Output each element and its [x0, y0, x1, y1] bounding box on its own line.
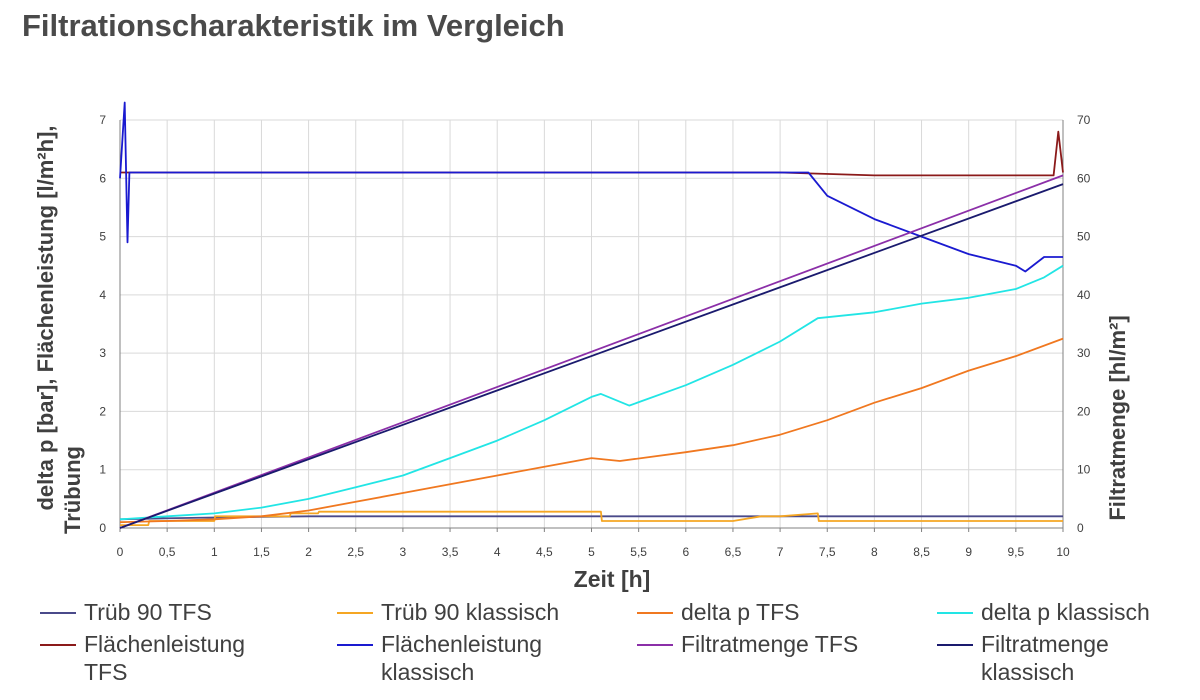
series-lines [119, 101, 1064, 529]
y-tick-left-label: 3 [99, 346, 106, 360]
legend-swatch [637, 612, 673, 614]
legend-label: Flächenleistung TFS [84, 631, 246, 685]
grid [119, 119, 1064, 529]
y-tick-right-label: 60 [1077, 171, 1091, 185]
x-tick-label: 5 [588, 545, 595, 559]
x-tick-label: 2 [305, 545, 312, 559]
legend-swatch [637, 644, 673, 646]
y-tick-right-label: 50 [1077, 230, 1091, 244]
y-tick-left-label: 5 [99, 230, 106, 244]
legend-swatch [40, 612, 76, 614]
series-line-trüb-90-tfs [119, 515, 1063, 521]
y-tick-left-label: 1 [99, 463, 106, 477]
legend-item: delta p klassisch [937, 598, 1181, 626]
chart-title: Filtrationscharakteristik im Vergleich [22, 8, 565, 43]
series-line-delta-p-tfs [119, 337, 1064, 524]
x-tick-label: 0 [117, 545, 124, 559]
legend-label: Filtratmenge TFS [681, 631, 859, 657]
x-tick-label: 1,5 [253, 545, 270, 559]
x-tick-label: 4 [494, 545, 501, 559]
y-tick-left-label: 0 [99, 521, 106, 535]
y-tick-right-label: 20 [1077, 404, 1091, 418]
x-tick-label: 3,5 [442, 545, 459, 559]
x-tick-label: 8,5 [913, 545, 930, 559]
x-tick-label: 7,5 [819, 545, 836, 559]
legend-item: Trüb 90 TFS [40, 598, 284, 626]
x-tick-label: 6,5 [725, 545, 742, 559]
legend-label: Filtratmenge klassisch [981, 631, 1109, 685]
y-axis-left-label-line2: Trübung [60, 446, 85, 534]
legend-item: Filtratmenge TFS [637, 630, 881, 658]
y-axis-right-label: Filtratmenge [hl/m²] [1105, 315, 1130, 520]
series-line-delta-p-klassisch [119, 264, 1064, 521]
x-tick-label: 9 [965, 545, 972, 559]
x-axis-label: Zeit [h] [574, 566, 651, 592]
legend-label: delta p klassisch [981, 599, 1150, 625]
x-tick-label: 3 [400, 545, 407, 559]
series-line-filtratmenge-klassisch [119, 183, 1064, 529]
y-tick-right-label: 30 [1077, 346, 1091, 360]
legend-item: Flächenleistung TFS [40, 630, 284, 686]
x-tick-label: 9,5 [1008, 545, 1025, 559]
y-tick-right-label: 70 [1077, 113, 1091, 127]
x-tick-label: 8 [871, 545, 878, 559]
legend-label: Trüb 90 klassisch [381, 599, 560, 625]
x-tick-label: 0,5 [159, 545, 176, 559]
series-line-trüb-90-klassisch [120, 510, 1063, 526]
legend-label: delta p TFS [681, 599, 800, 625]
legend-item: delta p TFS [637, 598, 881, 626]
legend: Trüb 90 TFS Trüb 90 klassisch delta p TFS d… [40, 598, 1190, 698]
legend-item: Trüb 90 klassisch [337, 598, 581, 626]
legend-label: Flächenleistung klassisch [381, 631, 543, 685]
x-tick-label: 10 [1056, 545, 1070, 559]
series-line-filtratmenge-tfs [119, 174, 1064, 529]
legend-swatch [937, 612, 973, 614]
series-line-flächenleistung-klassisch [119, 101, 1063, 273]
x-tick-label: 7 [777, 545, 784, 559]
y-tick-right-label: 0 [1077, 521, 1084, 535]
legend-swatch [337, 644, 373, 646]
y-tick-left-label: 4 [99, 288, 106, 302]
x-tick-label: 4,5 [536, 545, 553, 559]
y-tick-left-label: 6 [99, 171, 106, 185]
x-tick-label: 5,5 [630, 545, 647, 559]
y-tick-right-label: 10 [1077, 463, 1091, 477]
legend-item: Flächenleistung klassisch [337, 630, 581, 686]
legend-swatch [937, 644, 973, 646]
y-tick-right-label: 40 [1077, 288, 1091, 302]
legend-swatch [40, 644, 76, 646]
x-tick-label: 1 [211, 545, 218, 559]
y-axis-left-label-line1: delta p [bar], Flächenleistung [l/m²h], [33, 125, 58, 510]
y-tick-left-label: 2 [99, 404, 106, 418]
legend-swatch [337, 612, 373, 614]
legend-item: Filtratmenge klassisch [937, 630, 1181, 686]
x-tick-label: 2,5 [347, 545, 364, 559]
y-tick-left-label: 7 [99, 113, 106, 127]
legend-label: Trüb 90 TFS [84, 599, 212, 625]
x-tick-label: 6 [682, 545, 689, 559]
